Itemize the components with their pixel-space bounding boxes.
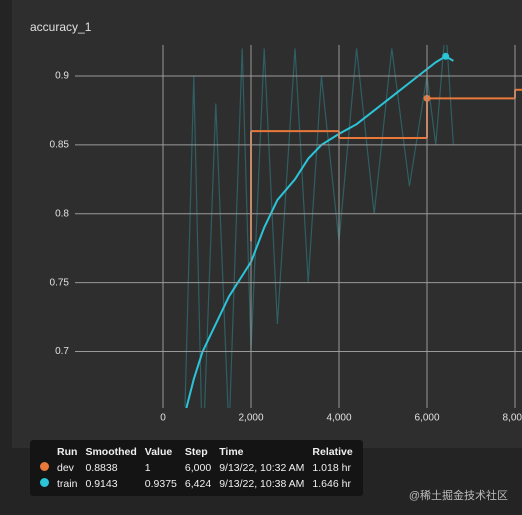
cell: 0.8838 [85, 462, 118, 474]
x-tick-label: 6,000 [414, 413, 439, 424]
cell: 9/13/22, 10:38 AM [219, 478, 305, 490]
x-tick-label: 2,000 [238, 413, 263, 424]
header-row: Run Smoothed Value Step Time Relative [36, 444, 357, 460]
y-tick-label: 0.75 [50, 277, 70, 288]
header-cell: Run [57, 446, 78, 458]
cell: 0.9143 [85, 478, 118, 490]
header-cell: Time [219, 446, 244, 458]
cell [36, 444, 53, 460]
header-cell: Value [144, 446, 173, 458]
row: train 0.9143 0.9375 6,424 9/13/22, 10:38 AM 1… [36, 476, 357, 492]
cell: 6,000 [184, 462, 212, 474]
point [442, 52, 450, 60]
watermark: @稀土掘金技术社区 [408, 490, 508, 502]
legend-dot [40, 462, 49, 471]
cell [36, 476, 53, 492]
tooltip-table: Run Smoothed Value Step Time Relative dev 0.883… [36, 444, 357, 492]
row: dev 0.8838 1 6,000 9/13/22, 10:32 AM 1.018 hr [36, 460, 357, 476]
chart-title: accuracy_1 [30, 20, 92, 34]
line [185, 55, 454, 408]
cell: 1 [144, 462, 151, 474]
tooltip: Run Smoothed Value Step Time Relative dev 0.883… [30, 440, 363, 496]
y-tick-label: 0.9 [55, 71, 69, 82]
cell: 1.018 hr [312, 462, 351, 474]
header-cell: Relative [312, 446, 353, 458]
x-tick-label: 8,000 [502, 413, 522, 424]
cell [36, 460, 53, 476]
cell: 1.646 hr [312, 478, 351, 490]
cell: 9/13/22, 10:32 AM [219, 462, 305, 474]
cell: dev [57, 462, 74, 474]
legend-dot [40, 478, 49, 487]
header-cell: Step [184, 446, 208, 458]
cell: 6,424 [184, 478, 212, 490]
cell: train [57, 478, 78, 490]
y-tick-label: 0.7 [55, 346, 69, 357]
y-tick-label: 0.8 [55, 208, 69, 219]
header-cell: Smoothed [85, 446, 137, 458]
cell: 0.9375 [144, 478, 177, 490]
y-tick-label: 0.85 [50, 140, 70, 151]
x-tick-label: 0 [160, 413, 166, 424]
x-tick-label: 4,000 [326, 413, 351, 424]
